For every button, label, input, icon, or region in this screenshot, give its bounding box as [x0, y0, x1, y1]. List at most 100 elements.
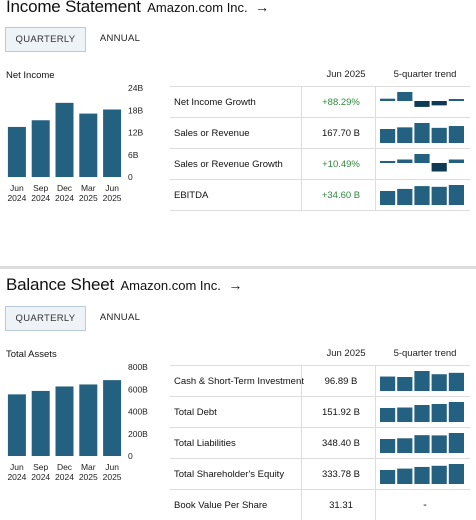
section-heading: Income Statement	[6, 0, 141, 16]
trend-bar	[397, 92, 413, 101]
bar[interactable]	[79, 113, 98, 177]
metric-row[interactable]: Sales or Revenue 167.70 B	[170, 118, 470, 149]
metric-row[interactable]: Total Debt 151.92 B	[170, 397, 470, 428]
cell-divider	[301, 149, 302, 179]
metric-row[interactable]: Cash & Short-Term Investment 96.89 B	[170, 366, 470, 397]
metric-name: Cash & Short-Term Investment	[174, 376, 304, 387]
metric-row[interactable]: EBITDA +34.60 B	[170, 180, 470, 211]
tab-quarterly[interactable]: QUARTERLY	[5, 306, 86, 331]
balance-sheet-section: Balance Sheet Amazon.com Inc. → QUARTERL…	[0, 266, 476, 520]
trend-bar	[448, 402, 464, 422]
metric-row[interactable]: Total Liabilities 348.40 B	[170, 428, 470, 459]
bar[interactable]	[103, 380, 122, 456]
bar[interactable]	[7, 126, 26, 177]
trend-header: 5-quarter trend	[393, 69, 457, 80]
trend-bar	[448, 99, 464, 101]
bar[interactable]	[55, 102, 74, 177]
trend-bar	[431, 163, 447, 172]
trend-sparkline	[380, 185, 464, 205]
trend-bar	[397, 188, 413, 205]
trend-bar	[414, 371, 430, 391]
trend-bar	[431, 186, 447, 205]
y-tick-label: 600B	[128, 384, 148, 394]
trend-sparkline	[380, 433, 464, 453]
metric-row[interactable]: Net Income Growth +88.29%	[170, 87, 470, 118]
x-tick-label: 2025	[79, 472, 98, 482]
cell-divider	[301, 397, 302, 427]
metric-name: Net Income Growth	[174, 97, 256, 108]
x-tick-label: Jun	[10, 462, 24, 472]
trend-bar	[380, 191, 396, 205]
cell-divider	[301, 459, 302, 489]
metric-value: +88.29%	[322, 97, 360, 108]
trend-bar	[414, 154, 430, 163]
balance-sheet-title[interactable]: Balance Sheet Amazon.com Inc. →	[6, 275, 242, 295]
y-tick-label: 12B	[128, 128, 143, 138]
trend-bar	[414, 123, 430, 143]
cell-divider	[375, 490, 376, 520]
balance-metrics-table: Jun 2025 5-quarter trend Cash & Short-Te…	[170, 341, 470, 520]
metric-row[interactable]: Sales or Revenue Growth +10.49%	[170, 149, 470, 180]
trend-bar	[380, 129, 396, 143]
metric-row[interactable]: Book Value Per Share 31.31 -	[170, 490, 470, 520]
x-tick-label: 2025	[103, 193, 122, 203]
cell-divider	[301, 490, 302, 520]
metric-value: 167.70 B	[321, 128, 361, 139]
cell-divider	[375, 428, 376, 458]
net-income-chart: 06B12B18B24BJun2024Sep2024Dec2024Mar2025…	[7, 83, 143, 203]
income-statement-title[interactable]: Income Statement Amazon.com Inc. →	[6, 0, 269, 17]
metric-name: Total Liabilities	[174, 438, 236, 449]
metric-row[interactable]: Total Shareholder's Equity 333.78 B	[170, 459, 470, 490]
trend-bar	[397, 377, 413, 391]
period-header: Jun 2025	[326, 348, 366, 359]
x-tick-label: Sep	[33, 462, 48, 472]
metric-value: 348.40 B	[321, 438, 361, 449]
cell-divider	[375, 397, 376, 427]
trend-sparkline	[380, 123, 464, 143]
trend-sparkline	[380, 154, 464, 172]
bar[interactable]	[31, 390, 50, 456]
x-tick-label: 2024	[7, 193, 26, 203]
tab-annual[interactable]: ANNUAL	[99, 33, 141, 44]
bar[interactable]	[7, 394, 26, 456]
trend-bar	[431, 127, 447, 143]
metric-value: +10.49%	[322, 159, 360, 170]
cell-divider	[375, 459, 376, 489]
metrics-header: Jun 2025 5-quarter trend	[170, 341, 470, 366]
income-metrics-table: Jun 2025 5-quarter trend Net Income Grow…	[170, 62, 470, 211]
trend-sparkline	[380, 92, 464, 107]
trend-bar	[448, 126, 464, 143]
x-tick-label: 2025	[79, 193, 98, 203]
bar[interactable]	[103, 109, 122, 177]
income-statement-section: Income Statement Amazon.com Inc. → QUART…	[5, 0, 470, 211]
trend-bar	[397, 159, 413, 163]
bar[interactable]	[79, 384, 98, 456]
y-tick-label: 400B	[128, 407, 148, 417]
cell-divider	[375, 180, 376, 210]
trend-bar	[431, 374, 447, 391]
x-tick-label: 2024	[31, 472, 50, 482]
metrics-header: Jun 2025 5-quarter trend	[170, 62, 470, 87]
chart-label: Net Income	[6, 70, 55, 81]
x-tick-label: Jun	[10, 183, 24, 193]
balance-period-tabs: QUARTERLY ANNUAL	[5, 306, 154, 331]
trend-bar	[448, 433, 464, 453]
trend-bar	[380, 470, 396, 484]
income-period-tabs: QUARTERLY ANNUAL	[5, 27, 154, 52]
trend-sparkline	[380, 464, 464, 484]
trend-bar	[414, 405, 430, 422]
trend-bar	[380, 161, 396, 163]
cell-divider	[301, 366, 302, 396]
trend-bar	[397, 407, 413, 422]
tab-annual[interactable]: ANNUAL	[99, 312, 141, 323]
trend-bar	[431, 435, 447, 453]
x-tick-label: 2024	[31, 193, 50, 203]
trend-sparkline	[380, 371, 464, 391]
x-tick-label: 2025	[103, 472, 122, 482]
bar[interactable]	[55, 386, 74, 456]
tab-quarterly[interactable]: QUARTERLY	[5, 27, 86, 52]
trend-bar	[431, 101, 447, 106]
bar[interactable]	[31, 120, 50, 177]
x-tick-label: 2024	[55, 193, 74, 203]
trend-header: 5-quarter trend	[393, 348, 457, 359]
